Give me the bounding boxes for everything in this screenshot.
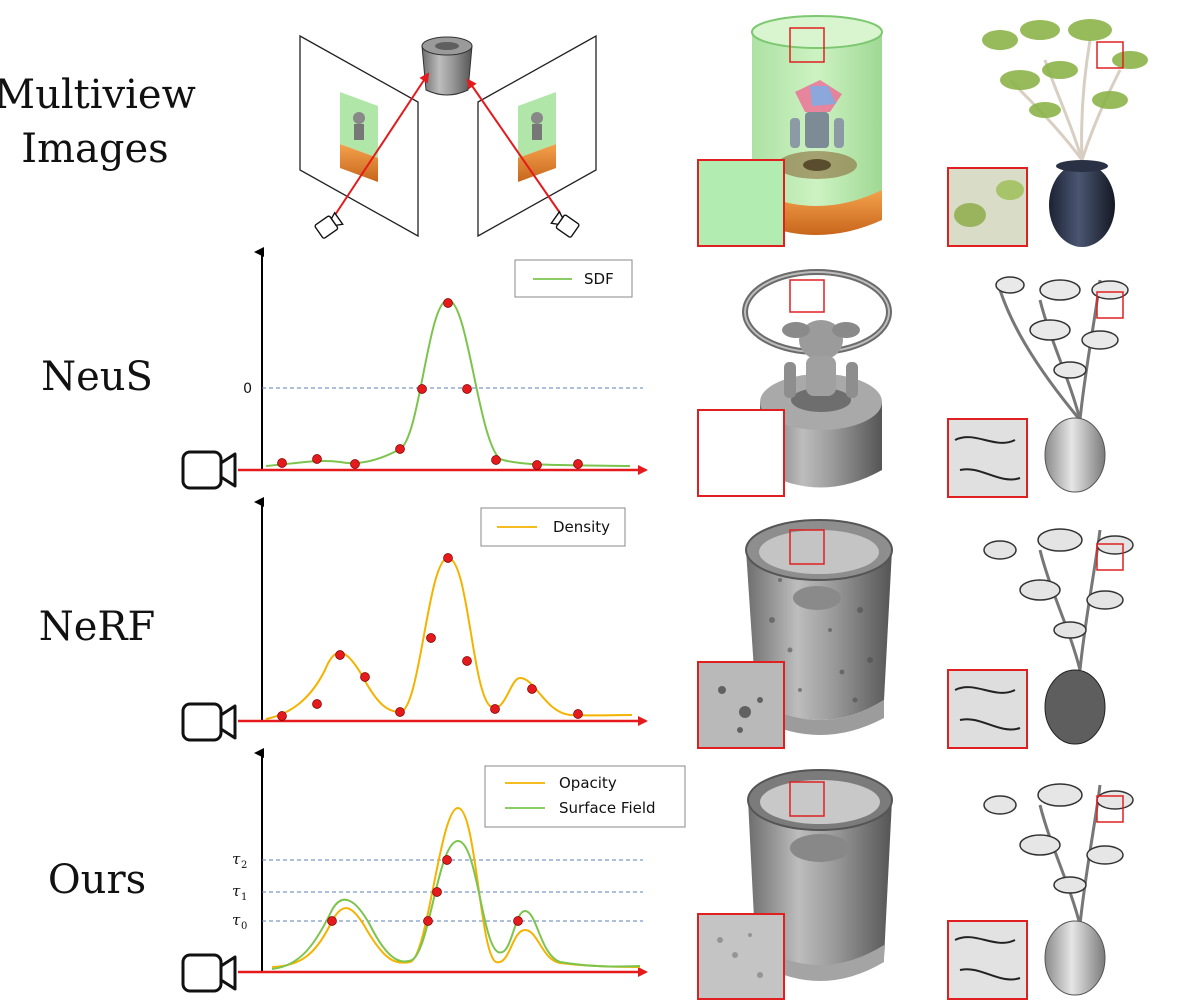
zoom-inset bbox=[947, 167, 1028, 247]
neus-plot: 0 SDF bbox=[181, 247, 648, 490]
row-label-ours: Ours bbox=[48, 857, 146, 903]
camera-icon bbox=[550, 210, 580, 238]
sample-point bbox=[532, 460, 542, 470]
ray-left bbox=[334, 72, 430, 216]
row-label-multiview-line1: Multiview bbox=[0, 72, 196, 118]
sample-point bbox=[527, 684, 537, 694]
legend-label-surface-field: Surface Field bbox=[559, 799, 656, 817]
plant-mesh-neus bbox=[995, 276, 1129, 493]
camera-icon bbox=[181, 953, 237, 993]
tau-symbol: τ bbox=[232, 850, 241, 868]
sample-point bbox=[442, 855, 452, 865]
sample-point bbox=[277, 458, 287, 468]
sample-point bbox=[432, 887, 442, 897]
tau-symbol: τ bbox=[232, 911, 241, 929]
multiview-diagram bbox=[299, 34, 597, 239]
camera-icon bbox=[181, 450, 237, 490]
sample-point bbox=[312, 699, 322, 709]
zero-tick-label: 0 bbox=[243, 381, 252, 397]
sample-point bbox=[426, 633, 436, 643]
sample-point bbox=[491, 455, 501, 465]
zoom-region-box bbox=[789, 27, 825, 63]
sample-points bbox=[277, 298, 583, 470]
sample-point bbox=[360, 672, 370, 682]
surface-field-curve bbox=[271, 839, 641, 970]
plane-right-thumbnail bbox=[518, 92, 556, 182]
sample-point bbox=[490, 704, 500, 714]
zoom-region-box bbox=[1096, 41, 1124, 69]
camera-icon bbox=[314, 211, 344, 239]
sample-point bbox=[462, 656, 472, 666]
legend-box bbox=[514, 259, 633, 298]
zoom-inset bbox=[947, 418, 1028, 498]
sample-point bbox=[395, 444, 405, 454]
sample-point bbox=[443, 553, 453, 563]
sample-point bbox=[350, 459, 360, 469]
cup-mesh-neus bbox=[742, 269, 892, 488]
density-curve bbox=[265, 556, 633, 720]
sample-point bbox=[573, 459, 583, 469]
plant-mesh-nerf bbox=[983, 528, 1134, 745]
legend: SDF bbox=[514, 259, 633, 298]
tau-symbol: τ bbox=[232, 882, 241, 900]
legend-label-opacity: Opacity bbox=[559, 774, 617, 792]
tau-subscript: 0 bbox=[241, 921, 247, 932]
sample-point bbox=[513, 916, 523, 926]
sample-point bbox=[443, 298, 453, 308]
ray-right bbox=[466, 78, 561, 214]
zoom-inset bbox=[697, 661, 785, 749]
row-label-nerf: NeRF bbox=[39, 604, 156, 650]
threshold-tick-tau1: τ 1 bbox=[232, 882, 247, 903]
plant-render-multiview bbox=[982, 19, 1148, 247]
sample-point bbox=[417, 384, 427, 394]
sample-point bbox=[277, 711, 287, 721]
zoom-inset bbox=[947, 669, 1028, 749]
sdf-curve bbox=[265, 298, 631, 467]
sample-point bbox=[462, 384, 472, 394]
sample-points bbox=[327, 855, 523, 926]
legend-box bbox=[484, 765, 686, 828]
zoom-region-box bbox=[1096, 795, 1124, 823]
legend: Opacity Surface Field bbox=[484, 765, 686, 828]
plane-left-thumbnail bbox=[340, 92, 378, 182]
camera-icon bbox=[181, 702, 237, 742]
zoom-region-box bbox=[789, 279, 825, 313]
sample-point bbox=[312, 454, 322, 464]
sample-point bbox=[395, 707, 405, 717]
zoom-inset bbox=[947, 920, 1028, 1000]
zoom-region-box bbox=[1096, 543, 1124, 571]
sample-points bbox=[277, 553, 583, 721]
plant-mesh-ours bbox=[983, 783, 1134, 996]
zoom-inset bbox=[697, 159, 785, 247]
legend: Density bbox=[480, 507, 626, 547]
row-label-multiview-line2: Images bbox=[21, 126, 168, 172]
zoom-region-box bbox=[789, 781, 825, 817]
zoom-region-box bbox=[789, 529, 825, 565]
zoom-inset bbox=[697, 913, 785, 1000]
sample-point bbox=[423, 916, 433, 926]
opacity-curve bbox=[271, 806, 641, 968]
threshold-tick-tau2: τ 2 bbox=[232, 850, 247, 871]
ours-plot: τ 2 τ 1 τ 0 Opacity Surface Field bbox=[181, 748, 686, 993]
tau-subscript: 2 bbox=[241, 860, 247, 871]
zoom-region-box bbox=[1096, 291, 1124, 319]
row-label-neus: NeuS bbox=[41, 354, 153, 400]
legend-label-sdf: SDF bbox=[584, 270, 614, 288]
legend-label-density: Density bbox=[553, 518, 610, 536]
zoom-inset bbox=[697, 409, 785, 497]
threshold-tick-tau0: τ 0 bbox=[232, 911, 247, 932]
nerf-plot: Density bbox=[181, 497, 648, 742]
sample-point bbox=[335, 650, 345, 660]
tau-subscript: 1 bbox=[241, 892, 247, 903]
sample-point bbox=[573, 709, 583, 719]
3d-object-cup bbox=[421, 36, 473, 96]
sample-point bbox=[327, 916, 337, 926]
